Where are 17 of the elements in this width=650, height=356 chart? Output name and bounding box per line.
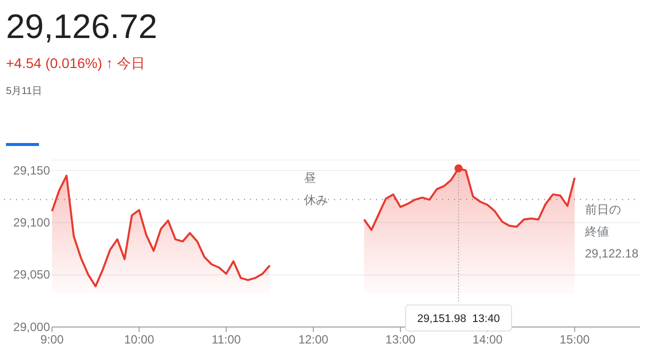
x-tick-label: 12:00 — [298, 332, 329, 347]
y-tick-label: 29,000 — [13, 320, 50, 334]
x-tick-label: 14:00 — [472, 332, 503, 347]
annotation: 昼休み — [304, 171, 328, 207]
chart-title: 29,126.72 — [6, 8, 158, 46]
y-tick-label: 29,050 — [13, 268, 50, 282]
x-tick-label: 11:00 — [212, 332, 242, 347]
annotation: 29,151.98 13:40 — [417, 313, 500, 325]
x-tick-label: 10:00 — [124, 332, 154, 347]
y-tick-label: 29,100 — [13, 215, 50, 230]
chart-subtitle: +4.54 (0.016%) ↑ 今日 — [6, 55, 145, 71]
ref-line-label: 前日の終値 29,122.18 — [584, 202, 639, 260]
text: 5月11日 — [6, 86, 42, 97]
x-tick-label: 13:00 — [385, 332, 416, 347]
x-tick-label: 15:00 — [560, 332, 590, 347]
y-tick-label: 29,150 — [13, 163, 50, 178]
x-tick-label: 9:00 — [40, 332, 64, 347]
